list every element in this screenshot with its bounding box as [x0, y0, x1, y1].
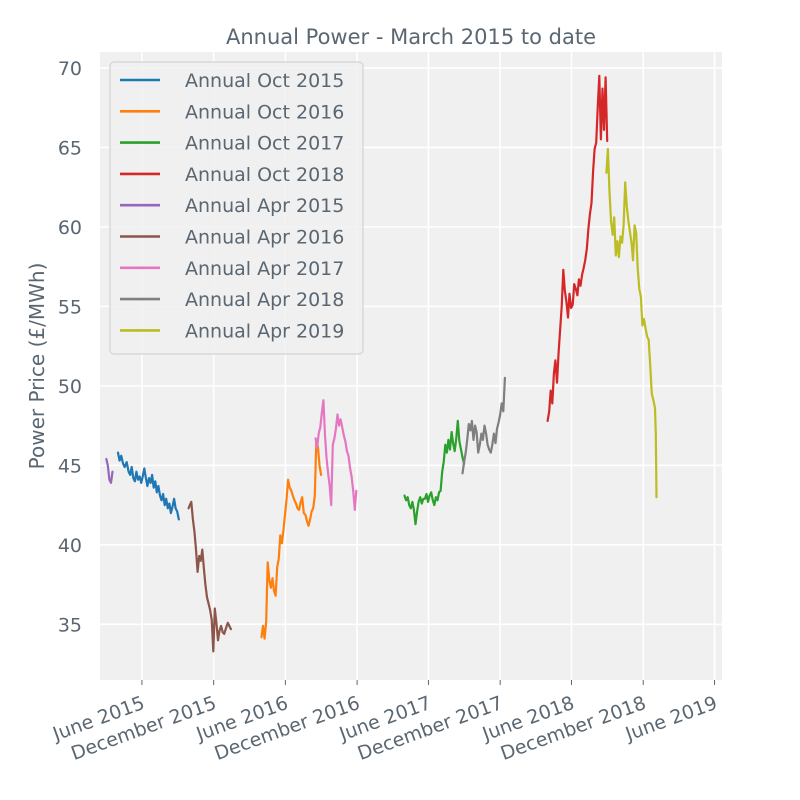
series-line-4	[105, 457, 114, 484]
chart-title: Annual Power - March 2015 to date	[226, 25, 596, 49]
legend-label: Annual Oct 2016	[185, 101, 344, 123]
y-tick-label: 55	[58, 296, 82, 318]
y-tick-label: 40	[58, 535, 82, 557]
legend: Annual Oct 2015 Annual Oct 2016 Annual Oct…	[109, 61, 364, 355]
series-line-6	[314, 399, 358, 511]
series-line-7	[461, 376, 506, 475]
y-tick-label: 70	[58, 58, 82, 80]
y-tick-label: 35	[58, 614, 82, 636]
legend-label: Annual Apr 2019	[185, 320, 344, 342]
y-axis-label: Power Price (£/MWh)	[25, 263, 49, 470]
legend-label: Annual Apr 2015	[185, 195, 344, 217]
legend-label: Annual Oct 2017	[185, 133, 344, 155]
series-line-5	[187, 500, 232, 653]
legend-label: Annual Apr 2017	[185, 258, 344, 280]
legend-label: Annual Oct 2018	[185, 164, 344, 186]
series-line-3	[546, 74, 609, 422]
y-tick-label: 65	[58, 137, 82, 159]
series-group	[105, 74, 658, 653]
legend-label: Annual Oct 2015	[185, 70, 344, 92]
y-tick-labels: 35 40 45 50 55 60 65 70	[58, 58, 82, 636]
legend-box	[109, 61, 364, 355]
series-line-0	[116, 451, 180, 521]
legend-label: Annual Apr 2018	[185, 289, 344, 311]
legend-label: Annual Apr 2016	[185, 227, 344, 249]
y-tick-label: 50	[58, 376, 82, 398]
y-tick-label: 60	[58, 217, 82, 239]
series-line-8	[605, 147, 658, 499]
series-line-1	[260, 440, 323, 640]
y-tick-label: 45	[58, 455, 82, 477]
series-line-2	[403, 419, 466, 526]
